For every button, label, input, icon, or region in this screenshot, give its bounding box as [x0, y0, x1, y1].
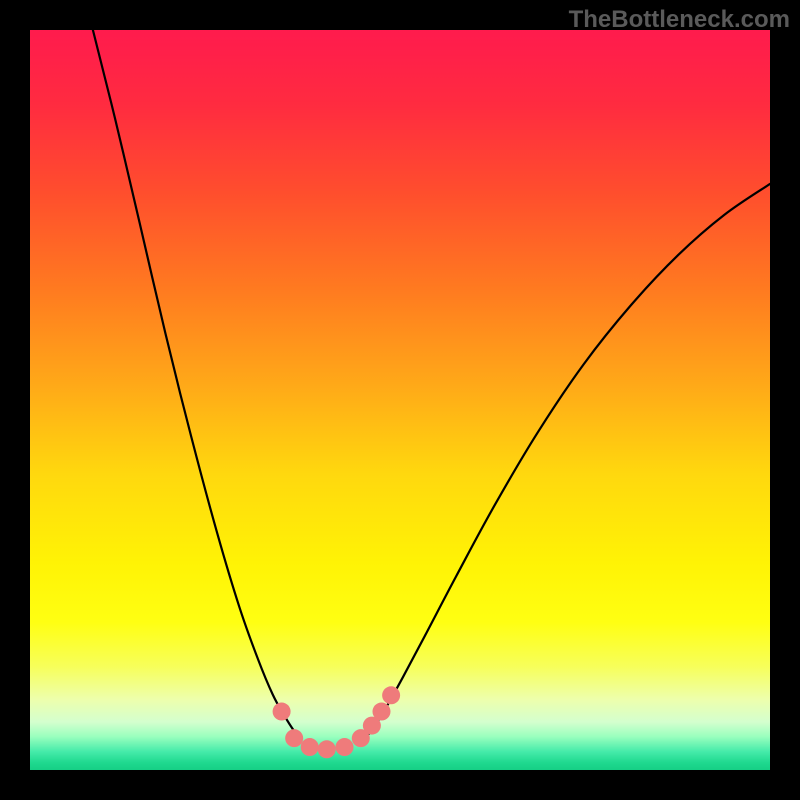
data-marker	[336, 738, 354, 756]
gradient-background	[30, 30, 770, 770]
watermark-text: TheBottleneck.com	[569, 6, 790, 34]
bottleneck-curve-plot	[30, 30, 770, 770]
data-marker	[301, 738, 319, 756]
data-marker	[273, 703, 291, 721]
data-marker	[373, 703, 391, 721]
data-marker	[318, 740, 336, 758]
chart-stage: TheBottleneck.com	[0, 0, 800, 800]
data-marker	[382, 686, 400, 704]
data-marker	[285, 729, 303, 747]
